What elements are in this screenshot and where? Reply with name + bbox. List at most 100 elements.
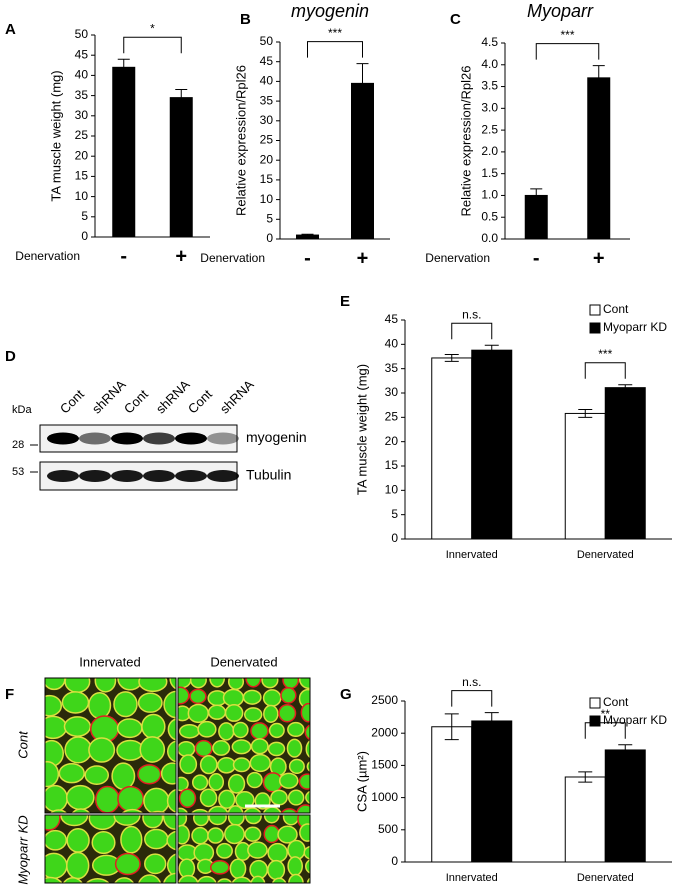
muscle-fiber xyxy=(218,789,236,809)
lane-label: Cont xyxy=(57,386,87,416)
muscle-fiber xyxy=(114,852,141,876)
muscle-fiber xyxy=(94,678,117,693)
muscle-fiber xyxy=(250,738,269,755)
muscle-fiber xyxy=(300,702,310,723)
muscle-fiber xyxy=(278,772,299,789)
lane-label: shRNA xyxy=(217,377,257,417)
error-bar xyxy=(592,65,605,78)
y-tick-label: 500 xyxy=(378,822,398,836)
muscle-fiber xyxy=(286,738,303,758)
y-tick-label: 45 xyxy=(75,47,89,61)
muscle-fiber xyxy=(116,718,143,739)
chart-title: Myoparr xyxy=(527,1,594,21)
error-bar xyxy=(444,713,459,727)
muscle-fiber xyxy=(121,808,144,813)
muscle-fiber xyxy=(216,757,237,774)
micrograph xyxy=(45,815,176,883)
y-axis-label: Relative expression/Rpl26 xyxy=(458,65,473,216)
muscle-fiber xyxy=(178,776,189,792)
muscle-fiber xyxy=(178,874,199,883)
lane-label: Cont xyxy=(121,386,151,416)
muscle-fiber xyxy=(166,853,176,878)
legend-label: Cont xyxy=(603,302,629,316)
error-bar xyxy=(356,63,369,84)
muscle-fiber xyxy=(120,825,143,854)
muscle-fiber xyxy=(58,762,85,784)
muscle-fiber xyxy=(243,707,263,723)
muscle-fiber xyxy=(277,825,298,844)
y-tick-label: 35 xyxy=(385,361,399,375)
muscle-fiber xyxy=(111,762,136,790)
bar xyxy=(431,726,473,863)
error-bar xyxy=(618,744,633,750)
x-tick-label: - xyxy=(120,245,127,267)
bar xyxy=(524,194,548,240)
muscle-fiber xyxy=(66,828,90,853)
muscle-fiber xyxy=(190,808,210,813)
blot-band xyxy=(175,432,207,445)
bar xyxy=(431,357,473,540)
muscle-fiber xyxy=(199,755,218,775)
muscle-fiber xyxy=(250,875,266,883)
y-tick-label: 35 xyxy=(260,93,274,107)
micrograph-frame xyxy=(177,814,311,884)
y-tick-label: 3.0 xyxy=(481,101,498,115)
muscle-fiber xyxy=(178,807,189,813)
muscle-fiber xyxy=(288,758,305,775)
y-axis-label: CSA (µm²) xyxy=(354,751,369,812)
y-tick-label: 40 xyxy=(260,74,274,88)
muscle-fiber xyxy=(169,678,176,690)
y-tick-label: 30 xyxy=(385,385,399,399)
error-bar xyxy=(117,58,130,68)
muscle-fiber xyxy=(189,688,207,705)
muscle-fiber xyxy=(207,827,224,844)
muscle-fiber xyxy=(244,826,262,842)
muscle-fiber xyxy=(85,877,110,883)
legend-swatch xyxy=(589,697,601,709)
muscle-fiber xyxy=(303,845,310,860)
muscle-fiber xyxy=(227,773,246,794)
muscle-fiber xyxy=(298,773,310,790)
row-label: Myoparr KD xyxy=(15,815,30,884)
muscle-fiber xyxy=(137,764,162,785)
bar xyxy=(471,720,513,863)
error-bar xyxy=(578,776,593,783)
significance-label: *** xyxy=(560,28,574,42)
blot-band xyxy=(79,470,111,482)
band-label: Tubulin xyxy=(246,467,291,483)
blot-band xyxy=(47,432,79,445)
x-tick-label: + xyxy=(357,247,369,269)
significance-label: *** xyxy=(328,26,342,40)
unit-label: kDa xyxy=(12,404,32,416)
y-tick-label: 1.5 xyxy=(481,166,498,180)
legend-label: Myoparr KD xyxy=(603,713,667,727)
muscle-fiber xyxy=(64,678,91,694)
y-tick-label: 3.5 xyxy=(481,79,498,93)
muscle-fiber xyxy=(91,831,116,855)
muscle-fiber xyxy=(191,826,209,845)
x-tick-label: Denervated xyxy=(577,549,634,561)
significance-bracket xyxy=(123,36,182,54)
significance-bracket xyxy=(451,322,493,340)
x-tick-label: - xyxy=(533,247,540,269)
muscle-fiber xyxy=(280,686,297,704)
error-bar xyxy=(484,712,499,721)
muscle-fiber xyxy=(218,722,235,741)
y-tick-label: 20 xyxy=(385,434,399,448)
muscle-fiber xyxy=(142,815,164,829)
y-tick-label: 10 xyxy=(385,483,399,497)
band-label: myogenin xyxy=(246,429,307,445)
blot-band xyxy=(79,432,111,445)
y-tick-label: 2.5 xyxy=(481,122,498,136)
error-bar xyxy=(618,384,633,388)
error-bar xyxy=(444,354,459,358)
lane-label: shRNA xyxy=(89,377,129,417)
error-bar xyxy=(444,726,459,741)
muscle-fiber xyxy=(178,740,196,757)
y-tick-label: 0 xyxy=(391,854,398,868)
column-label: Innervated xyxy=(79,654,140,669)
y-tick-label: 1.0 xyxy=(481,188,498,202)
error-bar xyxy=(530,188,543,196)
muscle-fiber xyxy=(137,874,162,883)
